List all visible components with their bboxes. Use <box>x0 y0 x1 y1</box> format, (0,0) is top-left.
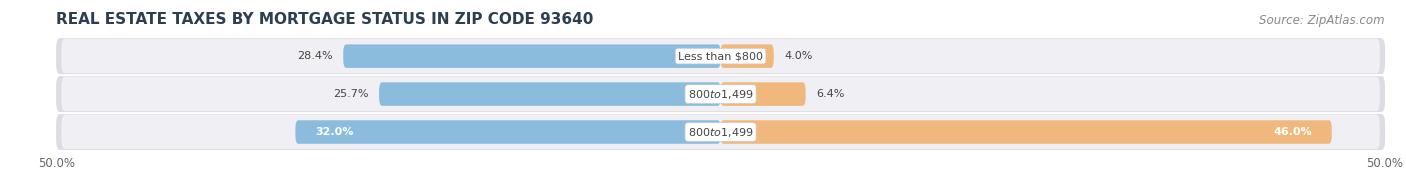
FancyBboxPatch shape <box>295 120 721 144</box>
Text: Source: ZipAtlas.com: Source: ZipAtlas.com <box>1260 14 1385 27</box>
Text: REAL ESTATE TAXES BY MORTGAGE STATUS IN ZIP CODE 93640: REAL ESTATE TAXES BY MORTGAGE STATUS IN … <box>56 12 593 27</box>
FancyBboxPatch shape <box>56 76 1385 112</box>
Text: 46.0%: 46.0% <box>1272 127 1312 137</box>
FancyBboxPatch shape <box>380 82 721 106</box>
FancyBboxPatch shape <box>56 114 1385 150</box>
Text: 28.4%: 28.4% <box>297 51 333 61</box>
FancyBboxPatch shape <box>721 82 806 106</box>
FancyBboxPatch shape <box>721 44 773 68</box>
FancyBboxPatch shape <box>56 38 1385 74</box>
Text: 32.0%: 32.0% <box>315 127 354 137</box>
FancyBboxPatch shape <box>343 44 721 68</box>
FancyBboxPatch shape <box>721 120 1331 144</box>
FancyBboxPatch shape <box>62 115 1379 149</box>
FancyBboxPatch shape <box>62 39 1379 73</box>
Text: $800 to $1,499: $800 to $1,499 <box>688 88 754 101</box>
Text: 25.7%: 25.7% <box>333 89 368 99</box>
FancyBboxPatch shape <box>62 77 1379 111</box>
Text: 4.0%: 4.0% <box>785 51 813 61</box>
Text: 6.4%: 6.4% <box>817 89 845 99</box>
Text: Less than $800: Less than $800 <box>678 51 763 61</box>
Text: $800 to $1,499: $800 to $1,499 <box>688 125 754 139</box>
